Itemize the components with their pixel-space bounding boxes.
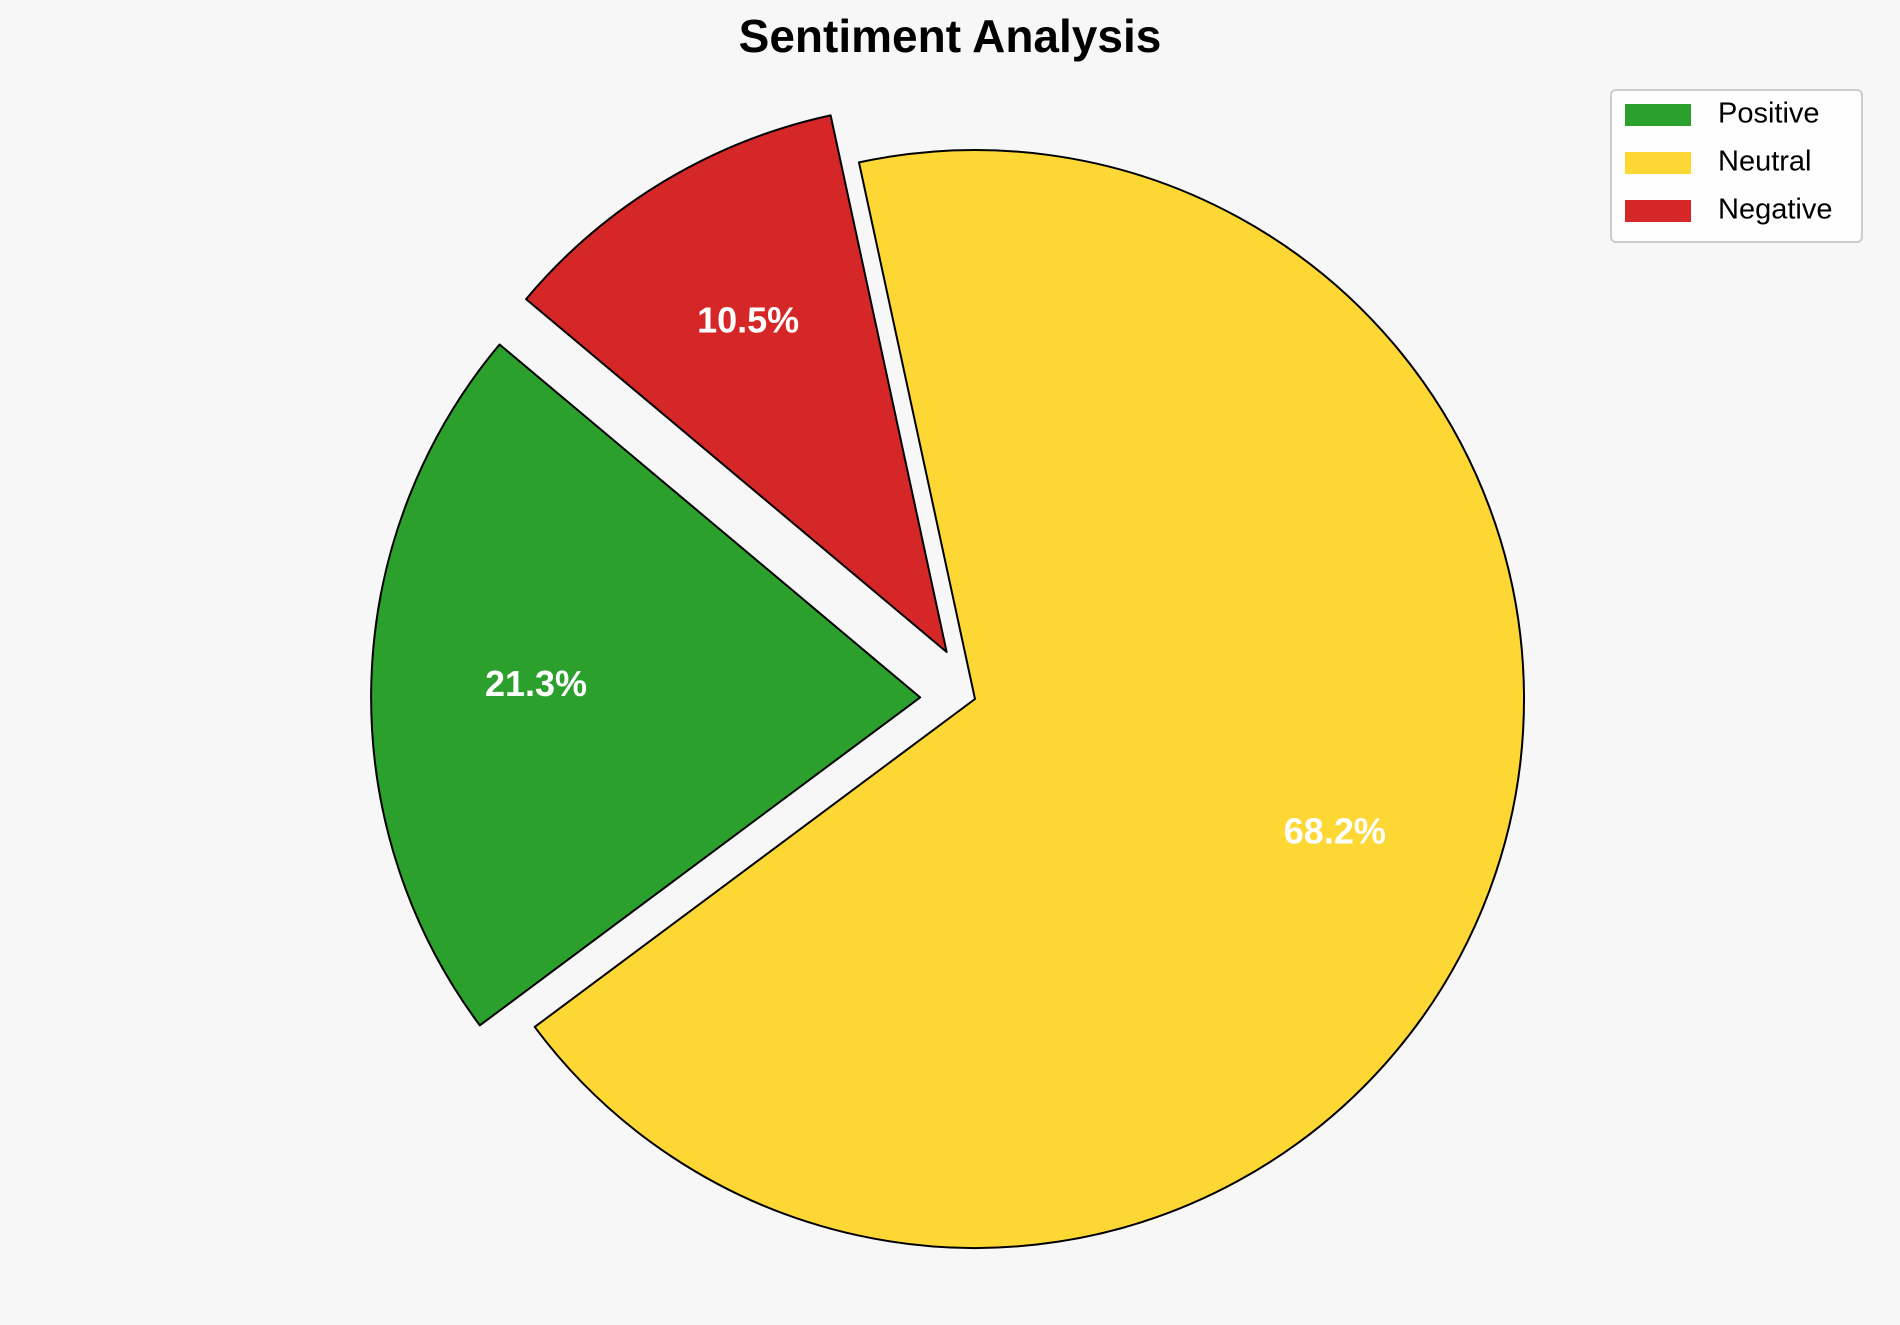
slice-label: 21.3% xyxy=(485,663,587,704)
pie-slice xyxy=(370,343,922,1027)
pie-slice xyxy=(533,149,1525,1249)
legend-swatch xyxy=(1625,152,1691,174)
legend-swatch xyxy=(1625,104,1691,126)
chart-title: Sentiment Analysis xyxy=(739,10,1162,62)
legend-swatch xyxy=(1625,200,1691,222)
legend-label: Negative xyxy=(1718,194,1832,226)
legend-label: Neutral xyxy=(1718,146,1812,178)
slice-label: 10.5% xyxy=(697,299,799,340)
pie-slice xyxy=(525,114,948,653)
slice-label: 68.2% xyxy=(1284,810,1386,851)
legend-label: Positive xyxy=(1718,98,1820,130)
legend: Positive Neutral Negative xyxy=(1610,89,1863,243)
